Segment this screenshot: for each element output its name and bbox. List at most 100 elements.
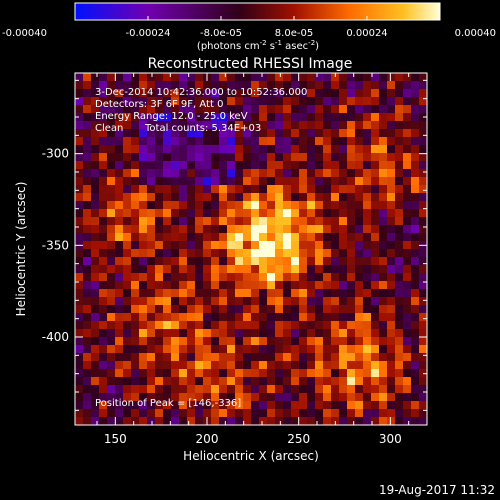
heatmap-cell <box>267 225 276 234</box>
heatmap-cell <box>75 337 84 346</box>
heatmap-cell <box>363 401 372 410</box>
heatmap-cell <box>179 385 188 394</box>
heatmap-cell <box>147 345 156 354</box>
heatmap-cell <box>267 73 276 82</box>
heatmap-cell <box>291 89 300 98</box>
heatmap-cell <box>371 169 380 178</box>
heatmap-cell <box>123 217 132 226</box>
heatmap-cell <box>179 361 188 370</box>
heatmap-cell <box>211 177 220 186</box>
heatmap-cell <box>251 137 260 146</box>
heatmap-cell <box>243 241 252 250</box>
heatmap-cell <box>131 337 140 346</box>
heatmap-cell <box>203 409 212 418</box>
heatmap-cell <box>83 417 92 426</box>
heatmap-cell <box>339 185 348 194</box>
heatmap-cell <box>219 337 228 346</box>
heatmap-cell <box>411 193 420 202</box>
heatmap-cell <box>75 345 84 354</box>
heatmap-cell <box>259 297 268 306</box>
heatmap-cell <box>379 241 388 250</box>
heatmap-cell <box>99 201 108 210</box>
heatmap-cell <box>195 409 204 418</box>
heatmap-cell <box>299 401 308 410</box>
heatmap-cell <box>387 273 396 282</box>
heatmap-cell <box>299 273 308 282</box>
heatmap-cell <box>179 329 188 338</box>
heatmap-cell <box>235 121 244 130</box>
heatmap-cell <box>267 385 276 394</box>
heatmap-cell <box>275 177 284 186</box>
heatmap-cell <box>243 177 252 186</box>
heatmap-cell <box>339 241 348 250</box>
heatmap-cell <box>179 177 188 186</box>
heatmap-cell <box>251 345 260 354</box>
heatmap-cell <box>275 129 284 138</box>
heatmap-cell <box>227 417 236 426</box>
heatmap-cell <box>99 369 108 378</box>
heatmap-cell <box>411 409 420 418</box>
heatmap-cell <box>163 177 172 186</box>
heatmap-cell <box>75 217 84 226</box>
heatmap-cell <box>403 177 412 186</box>
heatmap-cell <box>227 137 236 146</box>
heatmap-cell <box>315 305 324 314</box>
heatmap-cell <box>155 185 164 194</box>
heatmap-cell <box>227 265 236 274</box>
heatmap-cell <box>131 89 140 98</box>
heatmap-cell <box>371 321 380 330</box>
heatmap-cell <box>187 233 196 242</box>
heatmap-cell <box>251 193 260 202</box>
heatmap-cell <box>75 385 84 394</box>
heatmap-cell <box>267 129 276 138</box>
heatmap-cell <box>163 241 172 250</box>
heatmap-cell <box>243 393 252 402</box>
heatmap-cell <box>323 393 332 402</box>
heatmap-cell <box>187 385 196 394</box>
heatmap-cell <box>171 105 180 114</box>
heatmap-cell <box>235 177 244 186</box>
heatmap-cell <box>323 321 332 330</box>
heatmap-cell <box>419 409 428 418</box>
heatmap-cell <box>219 73 228 82</box>
heatmap-cell <box>107 337 116 346</box>
heatmap-cell <box>275 305 284 314</box>
heatmap-cell <box>235 89 244 98</box>
heatmap-cell <box>155 209 164 218</box>
heatmap-cell <box>123 161 132 170</box>
heatmap-cell <box>419 257 428 266</box>
heatmap-cell <box>395 185 404 194</box>
heatmap-cell <box>203 377 212 386</box>
heatmap-cell <box>267 97 276 106</box>
heatmap-cell <box>267 169 276 178</box>
heatmap-cell <box>235 113 244 122</box>
heatmap-cell <box>99 345 108 354</box>
heatmap-cell <box>171 145 180 154</box>
heatmap-cell <box>379 329 388 338</box>
heatmap-cell <box>187 81 196 90</box>
heatmap-cell <box>283 113 292 122</box>
heatmap-cell <box>403 169 412 178</box>
heatmap-cell <box>339 89 348 98</box>
heatmap-cell <box>259 409 268 418</box>
heatmap-cell <box>155 89 164 98</box>
heatmap-cell <box>107 121 116 130</box>
heatmap-cell <box>107 137 116 146</box>
heatmap-cell <box>291 233 300 242</box>
heatmap-cell <box>275 121 284 130</box>
heatmap-cell <box>363 145 372 154</box>
heatmap-cell <box>411 297 420 306</box>
heatmap-cell <box>235 409 244 418</box>
heatmap-cell <box>91 265 100 274</box>
heatmap-cell <box>387 417 396 426</box>
heatmap-cell <box>99 241 108 250</box>
heatmap-cell <box>139 193 148 202</box>
heatmap-cell <box>267 249 276 258</box>
heatmap-cell <box>379 153 388 162</box>
heatmap-cell <box>347 393 356 402</box>
heatmap-cell <box>83 185 92 194</box>
heatmap-cell <box>99 249 108 258</box>
heatmap-cell <box>235 329 244 338</box>
heatmap-cell <box>99 321 108 330</box>
heatmap-cell <box>331 169 340 178</box>
